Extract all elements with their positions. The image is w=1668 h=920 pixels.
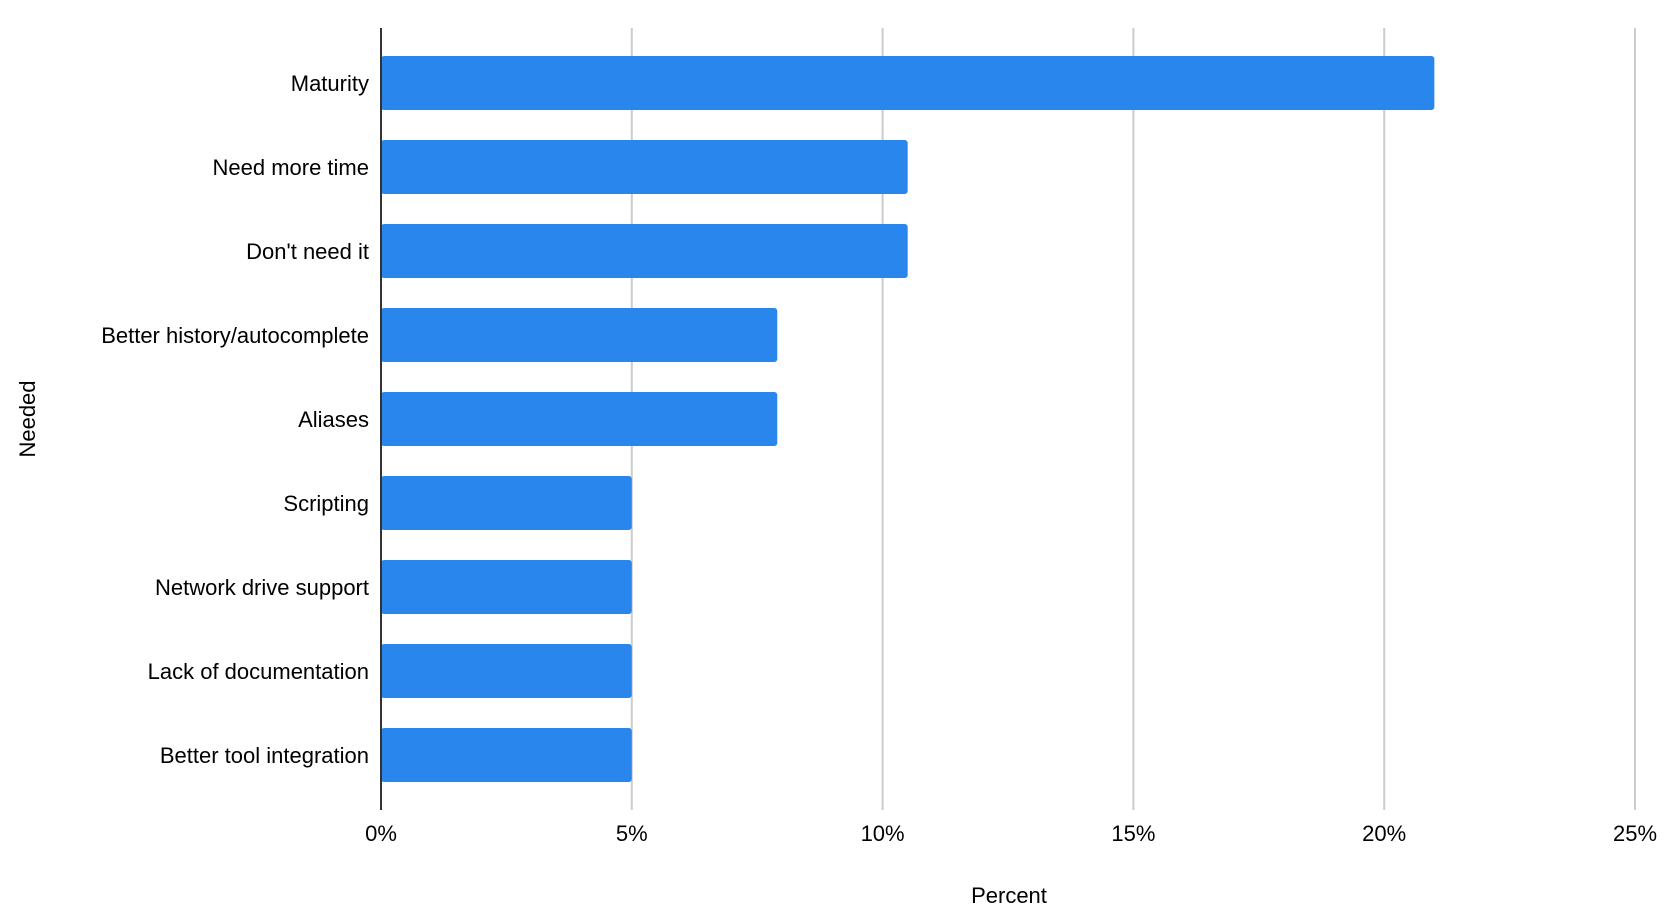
category-label: Better history/autocomplete — [101, 323, 369, 348]
x-axis-title: Percent — [971, 883, 1047, 908]
x-tick-label: 5% — [616, 821, 648, 846]
category-label: Better tool integration — [160, 743, 369, 768]
category-label: Scripting — [283, 491, 369, 516]
category-label: Don't need it — [246, 239, 369, 264]
bar — [381, 476, 632, 530]
bar — [381, 728, 632, 782]
bars — [381, 56, 1435, 782]
x-tick-label: 0% — [365, 821, 397, 846]
category-label: Aliases — [298, 407, 369, 432]
category-label: Network drive support — [155, 575, 369, 600]
category-label: Lack of documentation — [148, 659, 369, 684]
bar — [381, 560, 632, 614]
bar — [381, 56, 1435, 110]
x-tick-label: 20% — [1362, 821, 1406, 846]
category-label: Need more time — [212, 155, 369, 180]
labels: 0% 5% 10% 15% 20% 25% Maturity Need more time Do… — [101, 71, 1657, 846]
x-tick-label: 10% — [861, 821, 905, 846]
category-label: Maturity — [291, 71, 369, 96]
bar — [381, 392, 778, 446]
x-tick-label: 25% — [1613, 821, 1657, 846]
bar — [381, 224, 908, 278]
bar — [381, 308, 778, 362]
x-tick-label: 15% — [1111, 821, 1155, 846]
bar — [381, 644, 632, 698]
bar — [381, 140, 908, 194]
y-axis-title: Needed — [15, 380, 40, 457]
